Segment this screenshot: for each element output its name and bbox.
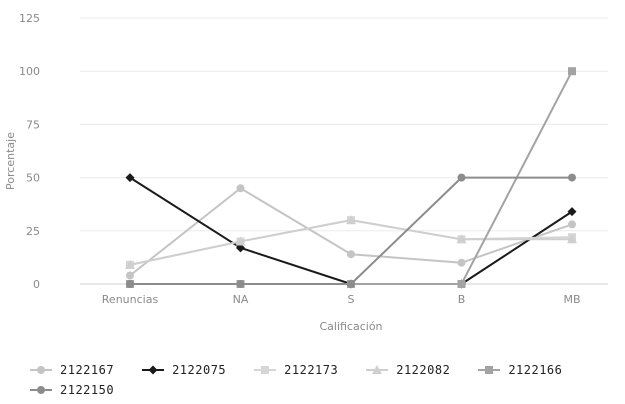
- y-tick-label: 25: [26, 225, 40, 238]
- legend-swatch-icon: [30, 363, 52, 377]
- legend-item[interactable]: 2122166: [478, 360, 562, 380]
- data-point: [346, 215, 356, 225]
- data-point: [456, 234, 467, 244]
- legend-marker: [261, 366, 270, 374]
- x-axis-title: Calificación: [319, 320, 382, 333]
- y-tick-label: 75: [26, 118, 40, 131]
- data-point: [125, 173, 135, 183]
- legend-item[interactable]: 2122167: [30, 360, 114, 380]
- y-tick-label: 50: [26, 172, 40, 185]
- x-tick-label: NA: [233, 293, 249, 306]
- series-2122082: [125, 215, 577, 269]
- data-point: [568, 173, 576, 182]
- x-tick-label: B: [458, 293, 466, 306]
- legend-label: 2122082: [396, 363, 451, 377]
- legend-label: 2122075: [172, 363, 227, 377]
- data-point: [126, 280, 134, 288]
- legend-marker: [37, 386, 45, 394]
- data-point: [125, 259, 135, 269]
- legend-marker: [37, 366, 45, 374]
- legend-marker: [372, 365, 383, 374]
- data-point: [235, 236, 246, 246]
- x-tick-label: MB: [563, 293, 580, 306]
- data-point: [568, 67, 576, 76]
- data-point: [457, 173, 466, 182]
- data-point: [567, 207, 577, 217]
- data-point: [236, 280, 245, 288]
- legend-label: 2122150: [60, 383, 115, 397]
- legend: 2122167 2122075 2122173 2122082 2122166 21221…: [30, 360, 610, 400]
- legend-item[interactable]: 2122173: [254, 360, 338, 380]
- legend-item[interactable]: 2122075: [142, 360, 226, 380]
- data-point: [457, 280, 466, 288]
- series-line: [129, 187, 573, 277]
- legend-item[interactable]: 2122150: [30, 380, 114, 400]
- legend-swatch-icon: [254, 363, 277, 377]
- x-tick-label: S: [348, 293, 355, 306]
- legend-swatch-icon: [478, 363, 501, 377]
- legend-swatch-icon: [142, 363, 165, 377]
- data-point: [347, 280, 355, 288]
- x-tick-label: Renuncias: [102, 293, 159, 306]
- data-point: [568, 220, 576, 229]
- data-point: [236, 243, 245, 253]
- y-tick-label: 125: [19, 12, 40, 25]
- y-tick-label: 100: [19, 65, 40, 78]
- legend-label: 2122166: [508, 363, 563, 377]
- legend-marker: [485, 366, 494, 374]
- chart-plot: 0 25 50 75 100 125 Renuncias NA S B MB Calificación…: [4, 12, 608, 333]
- legend-swatch-icon: [30, 383, 52, 397]
- y-tick-label: 0: [33, 278, 40, 291]
- data-point: [347, 250, 355, 259]
- legend-label: 2122167: [60, 363, 115, 377]
- series-2122150: [126, 173, 576, 288]
- data-point: [126, 271, 134, 280]
- y-axis-title: Porcentaje: [4, 132, 17, 190]
- data-point: [457, 258, 466, 267]
- data-point: [236, 184, 245, 193]
- legend-marker: [148, 365, 158, 375]
- legend-item[interactable]: 2122082: [366, 360, 450, 380]
- legend-swatch-icon: [366, 363, 389, 377]
- data-point: [567, 234, 577, 244]
- series-2122167: [126, 184, 576, 280]
- legend-label: 2122173: [284, 363, 339, 377]
